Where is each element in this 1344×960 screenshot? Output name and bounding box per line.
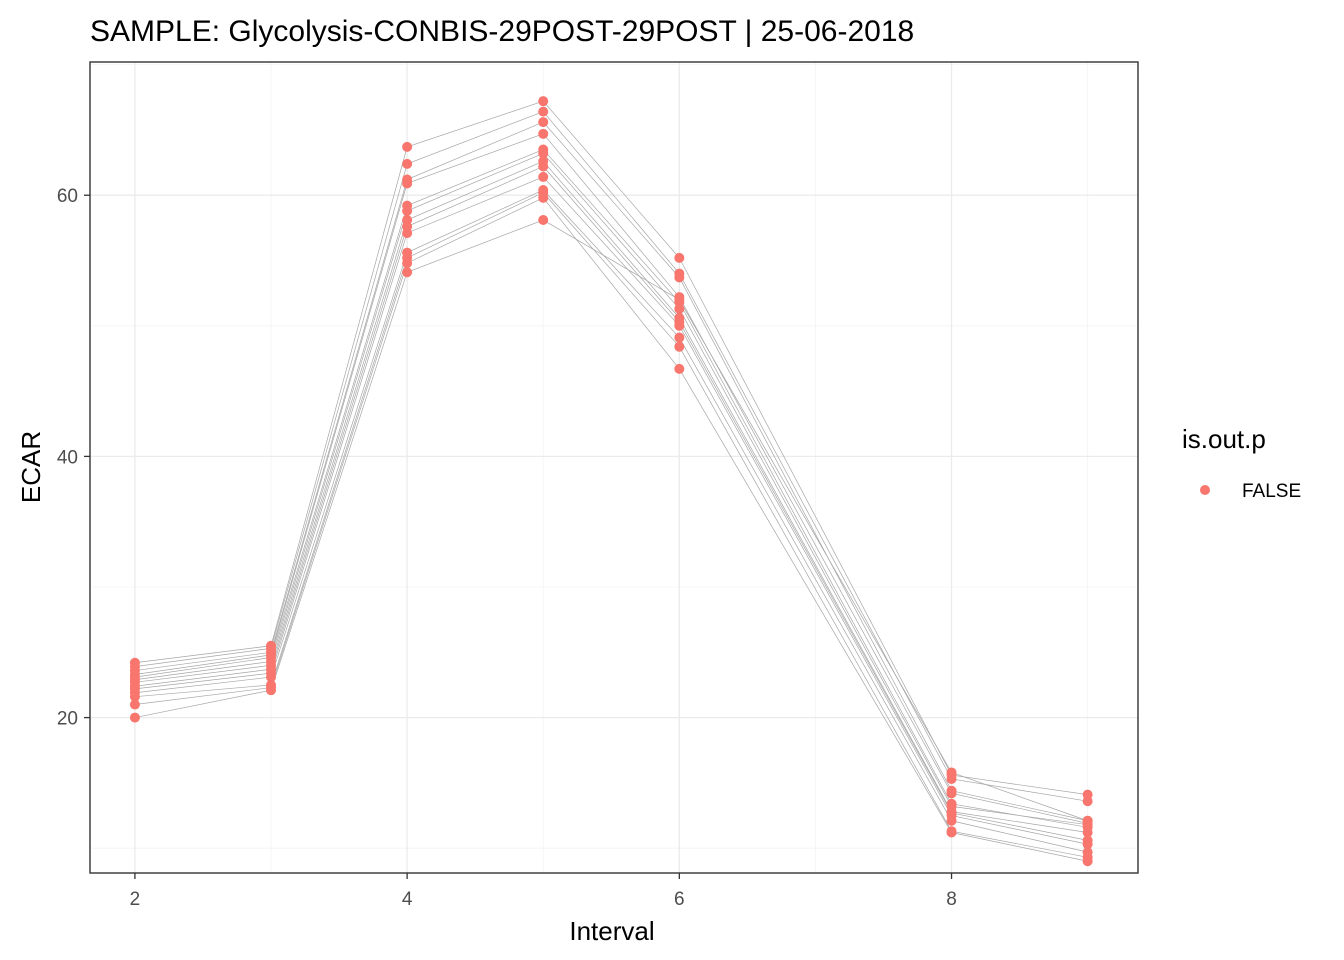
data-point (946, 827, 957, 838)
x-tick-label: 2 (130, 889, 141, 910)
x-tick-label: 6 (674, 889, 685, 910)
data-point (538, 215, 549, 226)
data-point (538, 192, 549, 203)
data-point (674, 341, 685, 352)
y-axis-ticks: 20 40 60 (57, 186, 90, 730)
major-gridlines-y (90, 194, 1138, 719)
data-point (674, 303, 685, 314)
data-point (674, 294, 685, 305)
data-point (674, 332, 685, 343)
data-point (946, 767, 957, 778)
legend: is.out.p FALSE (1182, 424, 1301, 502)
y-tick-label: 20 (57, 709, 78, 730)
x-tick-label: 4 (402, 889, 413, 910)
data-point (1082, 856, 1093, 867)
plot-panel-border (89, 61, 1139, 874)
data-point (402, 228, 413, 239)
chart-title: SAMPLE: Glycolysis-CONBIS-29POST-29POST … (90, 15, 914, 48)
data-point (538, 117, 549, 128)
data-point (538, 171, 549, 182)
x-tick-label: 8 (946, 889, 957, 910)
y-tick-label: 60 (57, 186, 78, 207)
data-point (674, 320, 685, 331)
data-point (1082, 815, 1093, 826)
data-point (402, 258, 413, 269)
legend-title: is.out.p (1182, 424, 1266, 454)
y-tick-label: 40 (57, 447, 78, 468)
data-point (538, 148, 549, 159)
data-point (946, 788, 957, 799)
data-points (129, 96, 1093, 867)
data-point (266, 685, 277, 696)
y-axis-title: ECAR (16, 431, 46, 503)
data-point (538, 128, 549, 139)
data-point (674, 363, 685, 374)
data-point (129, 691, 140, 702)
data-point (1082, 839, 1093, 850)
data-point (674, 272, 685, 283)
data-point (402, 141, 413, 152)
data-point (674, 252, 685, 263)
data-point (946, 815, 957, 826)
data-point (129, 699, 140, 710)
data-point (1082, 827, 1093, 838)
legend-label: FALSE (1242, 481, 1301, 502)
minor-gridlines-y (90, 64, 1138, 849)
data-point (538, 96, 549, 107)
data-point (538, 106, 549, 117)
data-point (402, 158, 413, 169)
x-axis-title: Interval (569, 916, 654, 946)
data-point (129, 712, 140, 723)
x-axis-ticks: 2 4 6 8 (130, 873, 957, 910)
major-gridlines-x (134, 62, 953, 873)
data-point (538, 161, 549, 172)
data-point (1082, 796, 1093, 807)
legend-key-point (1200, 485, 1210, 495)
data-point (402, 205, 413, 216)
data-point (266, 672, 277, 683)
data-point (402, 178, 413, 189)
data-point (402, 267, 413, 278)
